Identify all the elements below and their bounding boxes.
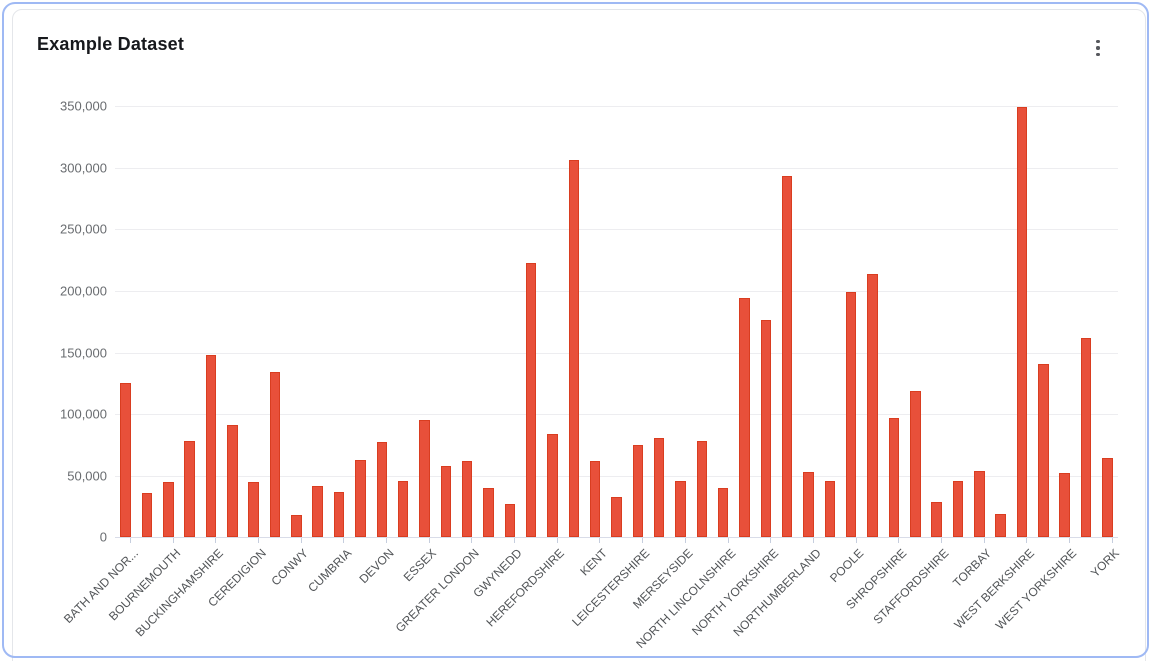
kebab-dot <box>1096 39 1100 44</box>
kebab-menu-icon[interactable] <box>1087 36 1109 60</box>
card-title: Example Dataset <box>37 34 185 54</box>
kebab-dot <box>1096 46 1100 50</box>
kebab-dot <box>1096 52 1100 57</box>
chart-card: Example Dataset <box>12 9 1146 661</box>
